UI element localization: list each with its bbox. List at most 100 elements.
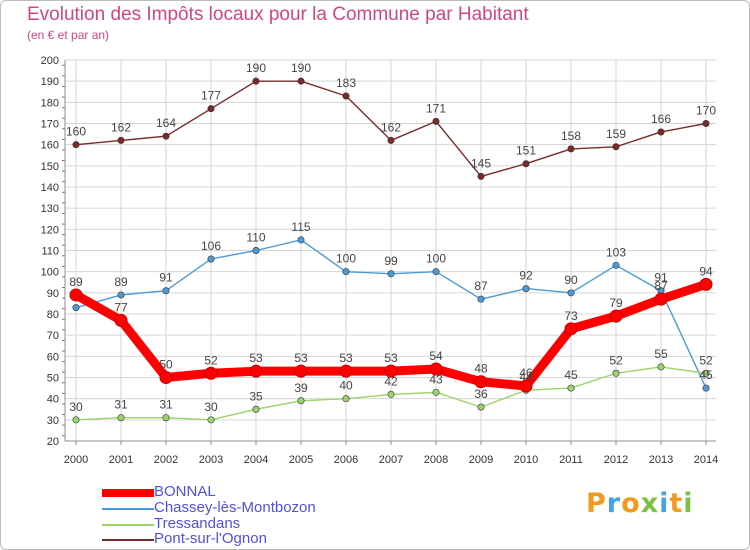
logo-letter: r bbox=[606, 488, 622, 519]
data-label: 90 bbox=[564, 273, 578, 287]
data-label: 46 bbox=[519, 366, 533, 380]
data-point-bonnal bbox=[519, 379, 533, 393]
data-point-bonnal bbox=[654, 292, 668, 306]
data-point-pont-sur-l-ognon bbox=[297, 77, 305, 85]
x-tick-label: 2009 bbox=[469, 454, 493, 466]
legend-label-bonnal: BONNAL bbox=[154, 483, 216, 500]
data-label: 52 bbox=[204, 353, 218, 367]
data-point-tressandans bbox=[657, 363, 665, 371]
y-tick-label: 70 bbox=[47, 330, 59, 342]
data-label: 31 bbox=[114, 398, 128, 412]
data-label: 159 bbox=[606, 127, 626, 141]
y-tick-label: 150 bbox=[41, 161, 59, 173]
data-label: 103 bbox=[606, 245, 626, 259]
data-label: 158 bbox=[561, 129, 581, 143]
data-point-chassey-l-s-montbozon bbox=[117, 291, 125, 299]
data-label: 100 bbox=[426, 252, 446, 266]
data-label: 44 bbox=[519, 370, 533, 384]
data-point-chassey-l-s-montbozon bbox=[612, 261, 620, 269]
data-point-tressandans bbox=[702, 369, 710, 377]
data-label: 91 bbox=[654, 271, 668, 285]
data-point-tressandans bbox=[387, 390, 395, 398]
logo-letter: i bbox=[659, 488, 670, 519]
data-label: 45 bbox=[699, 368, 713, 382]
data-point-pont-sur-l-ognon bbox=[162, 132, 170, 140]
data-label: 43 bbox=[429, 372, 443, 386]
data-point-chassey-l-s-montbozon bbox=[702, 384, 710, 392]
legend-label-pont: Pont-sur-l'Ognon bbox=[154, 530, 267, 547]
data-point-bonnal bbox=[474, 375, 488, 389]
data-label: 45 bbox=[564, 368, 578, 382]
data-point-chassey-l-s-montbozon bbox=[72, 304, 80, 312]
logo-letter: x bbox=[640, 488, 660, 519]
data-label: 50 bbox=[159, 358, 173, 372]
x-tick-label: 2013 bbox=[649, 454, 673, 466]
x-tick-label: 2004 bbox=[244, 454, 268, 466]
x-tick-label: 2014 bbox=[694, 454, 718, 466]
data-point-tressandans bbox=[612, 369, 620, 377]
data-point-chassey-l-s-montbozon bbox=[252, 247, 260, 255]
data-point-tressandans bbox=[567, 384, 575, 392]
legend-label-tressandans: Tressandans bbox=[154, 515, 241, 532]
y-tick-label: 50 bbox=[47, 373, 59, 385]
legend-swatch-bonnal bbox=[102, 489, 154, 497]
x-tick-label: 2003 bbox=[199, 454, 223, 466]
data-label: 177 bbox=[201, 89, 221, 103]
data-point-bonnal bbox=[699, 277, 713, 291]
data-label: 110 bbox=[246, 231, 265, 245]
data-label: 162 bbox=[381, 120, 401, 134]
legend-swatch-chassey bbox=[102, 508, 154, 510]
x-tick-label: 2012 bbox=[604, 454, 628, 466]
data-point-chassey-l-s-montbozon bbox=[162, 287, 170, 295]
chart-subtitle: (en € et par an) bbox=[27, 28, 110, 42]
y-tick-label: 60 bbox=[47, 351, 59, 363]
data-point-chassey-l-s-montbozon bbox=[207, 255, 215, 263]
data-point-pont-sur-l-ognon bbox=[207, 105, 215, 113]
data-point-bonnal bbox=[564, 322, 578, 336]
proxiti-logo: Proxiti bbox=[586, 488, 694, 519]
data-label: 42 bbox=[384, 374, 398, 388]
data-point-pont-sur-l-ognon bbox=[72, 141, 80, 149]
x-tick-label: 2006 bbox=[334, 454, 358, 466]
data-point-chassey-l-s-montbozon bbox=[432, 268, 440, 276]
data-point-bonnal bbox=[114, 313, 128, 327]
data-point-bonnal bbox=[249, 364, 263, 378]
data-label: 39 bbox=[294, 381, 308, 395]
data-point-bonnal bbox=[429, 362, 443, 376]
data-label: 100 bbox=[336, 252, 356, 266]
x-tick-label: 2010 bbox=[514, 454, 538, 466]
data-point-bonnal bbox=[339, 364, 353, 378]
data-point-pont-sur-l-ognon bbox=[657, 128, 665, 136]
data-point-bonnal bbox=[69, 288, 83, 302]
data-label: 115 bbox=[291, 220, 310, 234]
data-label: 183 bbox=[336, 76, 356, 90]
x-tick-label: 2000 bbox=[64, 454, 88, 466]
legend-swatch-tressandans bbox=[102, 524, 154, 526]
y-tick-label: 110 bbox=[41, 246, 59, 258]
data-point-chassey-l-s-montbozon bbox=[297, 236, 305, 244]
y-tick-label: 170 bbox=[41, 119, 59, 131]
data-point-bonnal bbox=[204, 366, 218, 380]
data-point-pont-sur-l-ognon bbox=[477, 172, 485, 180]
y-tick-label: 180 bbox=[41, 97, 59, 109]
y-tick-label: 40 bbox=[47, 394, 59, 406]
data-label: 89 bbox=[69, 275, 83, 289]
logo-letter: o bbox=[621, 488, 641, 519]
y-tick-label: 100 bbox=[41, 267, 59, 279]
data-point-pont-sur-l-ognon bbox=[702, 120, 710, 128]
data-point-pont-sur-l-ognon bbox=[342, 92, 350, 100]
data-label: 92 bbox=[519, 269, 533, 283]
logo-letter: i bbox=[683, 488, 694, 519]
data-label: 145 bbox=[471, 156, 491, 170]
data-label: 91 bbox=[159, 271, 173, 285]
data-label: 30 bbox=[69, 400, 83, 414]
data-point-tressandans bbox=[162, 414, 170, 422]
legend-swatch-pont bbox=[102, 539, 154, 541]
logo-letter: P bbox=[586, 488, 607, 519]
data-point-chassey-l-s-montbozon bbox=[387, 270, 395, 278]
data-point-tressandans bbox=[477, 403, 485, 411]
x-tick-label: 2001 bbox=[109, 454, 133, 466]
x-tick-label: 2008 bbox=[424, 454, 448, 466]
